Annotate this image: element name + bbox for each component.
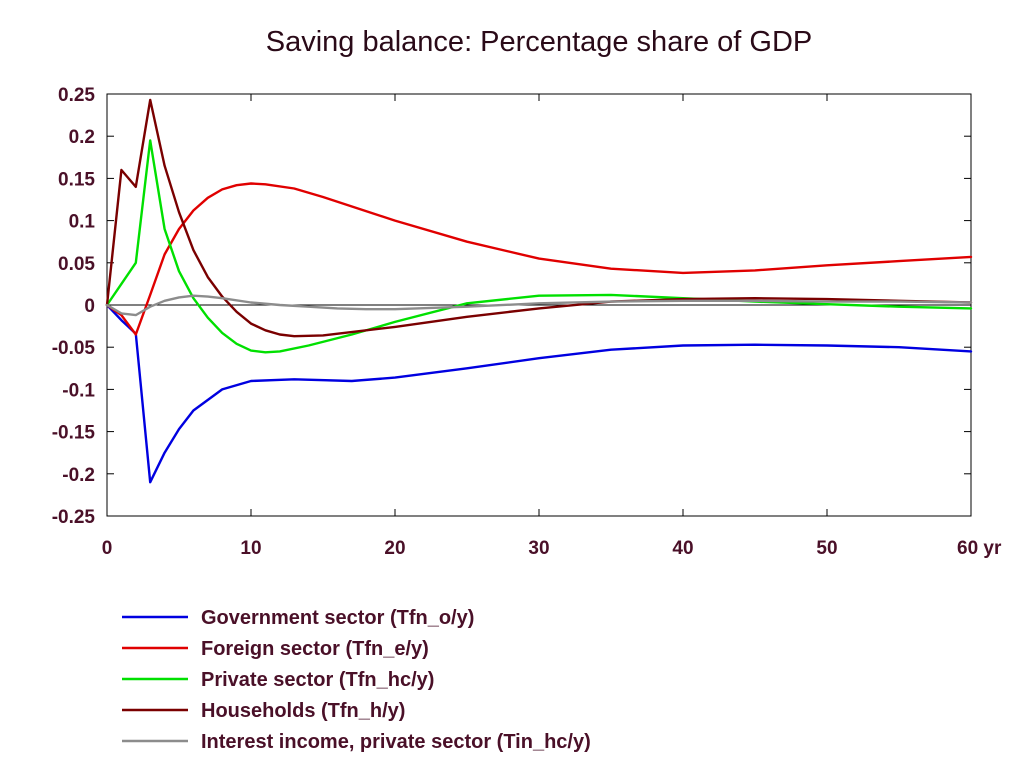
legend-label: Foreign sector (Tfn_e/y) bbox=[201, 638, 429, 660]
series-line-2 bbox=[105, 182, 973, 336]
y-tick-label: -0.05 bbox=[52, 338, 96, 359]
x-tick-label: 30 bbox=[528, 538, 549, 559]
legend-label: Interest income, private sector (Tin_hc/… bbox=[201, 731, 591, 753]
series-line-5 bbox=[105, 294, 973, 317]
x-tick-label: 60 yr bbox=[957, 538, 1002, 559]
x-tick-label: 50 bbox=[816, 538, 837, 559]
legend-label: Households (Tfn_h/y) bbox=[201, 700, 405, 722]
legend-label: Private sector (Tfn_hc/y) bbox=[201, 669, 434, 691]
series-line-3 bbox=[105, 139, 973, 354]
y-tick-label: -0.15 bbox=[52, 423, 96, 444]
y-tick-label: 0 bbox=[84, 296, 95, 317]
y-tick-label: 0.1 bbox=[69, 212, 96, 233]
legend: Government sector (Tfn_o/y) Foreign secto… bbox=[122, 607, 591, 753]
series-line-1 bbox=[105, 303, 973, 484]
y-tick-label: -0.2 bbox=[62, 465, 95, 486]
x-tick-label: 0 bbox=[102, 538, 113, 559]
y-tick-label: 0.05 bbox=[58, 254, 95, 275]
chart-title: Saving balance: Percentage share of GDP bbox=[266, 26, 813, 58]
axes: 0.25 0.2 0.15 0.1 0.05 0 -0.05 -0.1 -0.15 -0.2 -0.… bbox=[52, 85, 1002, 559]
y-tick-label: 0.25 bbox=[58, 85, 95, 106]
y-tick-label: -0.1 bbox=[62, 380, 95, 401]
y-tick-label: 0.2 bbox=[69, 127, 95, 148]
x-tick-label: 10 bbox=[240, 538, 261, 559]
y-tick-label: -0.25 bbox=[52, 507, 96, 528]
y-tick-label: 0.15 bbox=[58, 169, 95, 190]
x-tick-label: 40 bbox=[672, 538, 693, 559]
legend-label: Government sector (Tfn_o/y) bbox=[201, 607, 474, 629]
series-line-4 bbox=[105, 98, 973, 338]
series-layer bbox=[105, 98, 973, 484]
x-tick-label: 20 bbox=[384, 538, 405, 559]
